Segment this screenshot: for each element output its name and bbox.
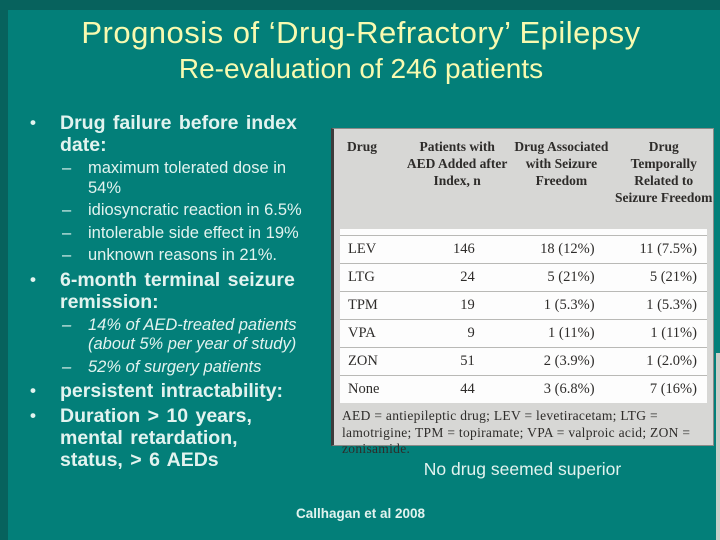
dash-icon: – [62, 246, 72, 264]
drug-name-cell: TPM [348, 297, 378, 313]
bullet-item-6: –14% of AED-treated patients (about 5% p… [62, 316, 330, 355]
table-header-cell-3: Drug Temporally Related to Seizure Freed… [615, 139, 713, 205]
table-row-lev: LEV 146 18 (12%) 11 (7.5%) [340, 235, 707, 263]
bullet-text: persistent intractability: [60, 380, 284, 402]
slide-subtitle: Re-evaluation of 246 patients [178, 53, 544, 84]
aed-outcomes-table: Drug Patients with AED Added after Index,… [331, 128, 714, 456]
bullet-text: 52% of surgery patients [88, 357, 262, 376]
bullet-text: maximum tolerated dose in 54% [88, 159, 287, 197]
table-header-cell-0: Drug [347, 139, 377, 154]
drug-name-cell: ZON [348, 353, 378, 369]
dash-icon: – [62, 159, 72, 177]
bullet-list: • Drug failure before index date: – maximum… [30, 112, 330, 474]
bullet-text: idiosyncratic reaction in 6.5% [88, 201, 302, 219]
value-cell: 146 [453, 241, 475, 257]
bullet-item-9: • Duration > 10 years, mental retardation… [30, 405, 330, 471]
value-cell: 7 (16%) [649, 381, 697, 397]
slide-title: Prognosis of ‘Drug-Refractory’ Epilepsy [81, 15, 641, 50]
dash-icon: – [62, 315, 72, 334]
value-cell: 44 [460, 381, 475, 397]
bullet-item-2: – idiosyncratic reaction in 6.5% [62, 201, 330, 221]
table-caption: No drug seemed superior [423, 459, 622, 479]
bullet-item-8: • persistent intractability: [30, 380, 330, 402]
table-row-vpa: VPA 9 1 (11%) 1 (11%) [340, 319, 707, 347]
dash-icon: – [62, 223, 72, 242]
value-cell: 11 (7.5%) [639, 241, 697, 257]
drug-name-cell: LTG [348, 269, 375, 285]
table-header-cell-1: Patients with AED Added after Index, n [406, 139, 508, 188]
bullet-text: 14% of AED-treated patients (about 5% pe… [88, 315, 297, 354]
bullet-dot-icon: • [30, 113, 36, 132]
bullet-text: 6-month terminal seizure remission: [60, 268, 295, 313]
value-cell: 1 (2.0%) [646, 353, 697, 369]
bullet-item-7: –52% of surgery patients [62, 358, 330, 378]
value-cell: 1 (11%) [547, 325, 595, 341]
value-cell: 1 (5.3%) [543, 297, 595, 313]
value-cell: 2 (3.9%) [543, 353, 595, 369]
value-cell: 19 [460, 297, 475, 313]
bullet-item-5: • 6-month terminal seizure remission: [30, 269, 330, 313]
bullet-dot-icon: • [30, 381, 36, 400]
drug-name-cell: VPA [348, 325, 376, 341]
table-header-cell-2: Drug Associated with Seizure Freedom [514, 139, 609, 188]
value-cell: 3 (6.8%) [543, 381, 595, 397]
drug-name-cell: LEV [348, 241, 377, 257]
bullet-item-1: – maximum tolerated dose in 54% [62, 159, 330, 198]
table-header-row: Drug Patients with AED Added after Index,… [334, 129, 713, 229]
slide-top-border [0, 0, 720, 10]
value-cell: 9 [467, 325, 475, 341]
value-cell: 18 (12%) [540, 241, 595, 257]
title-block: Prognosis of ‘Drug-Refractory’ Epilepsy … [8, 14, 714, 86]
slide-left-border [0, 0, 8, 540]
table-row-none: None 44 3 (6.8%) 7 (16%) [340, 375, 707, 403]
dash-icon: – [62, 357, 72, 376]
bullet-text: intolerable side effect in 19% [88, 223, 299, 242]
bullet-text: Duration > 10 years, mental retardation,… [60, 405, 252, 471]
value-cell: 51 [460, 353, 475, 369]
bullet-item-3: – intolerable side effect in 19% [62, 224, 330, 244]
bullet-dot-icon: • [30, 269, 36, 289]
bullet-item-0: • Drug failure before index date: [30, 112, 330, 156]
value-cell: 1 (5.3%) [646, 297, 697, 313]
dash-icon: – [62, 201, 72, 219]
table-row-tpm: TPM 19 1 (5.3%) 1 (5.3%) [340, 291, 707, 319]
value-cell: 24 [460, 269, 475, 285]
bullet-dot-icon: • [30, 406, 36, 425]
bullet-item-4: – unknown reasons in 21%. [62, 246, 330, 266]
value-cell: 5 (21%) [547, 269, 595, 285]
right-edge-strip [716, 353, 720, 540]
table-row-zon: ZON 51 2 (3.9%) 1 (2.0%) [340, 347, 707, 375]
table-row-ltg: LTG 24 5 (21%) 5 (21%) [340, 263, 707, 291]
drug-name-cell: None [348, 381, 380, 397]
bullet-text: unknown reasons in 21%. [88, 246, 277, 264]
value-cell: 5 (21%) [649, 269, 697, 285]
value-cell: 1 (11%) [650, 325, 697, 341]
table-body: LEV 146 18 (12%) 11 (7.5%) LTG 24 5 (21%) 5 (21… [340, 229, 707, 403]
bullet-text: Drug failure before index date: [60, 112, 297, 156]
table-footnote: AED = antiepileptic drug; LEV = levetira… [342, 408, 691, 456]
citation: Callhagan et al 2008 [296, 506, 426, 521]
